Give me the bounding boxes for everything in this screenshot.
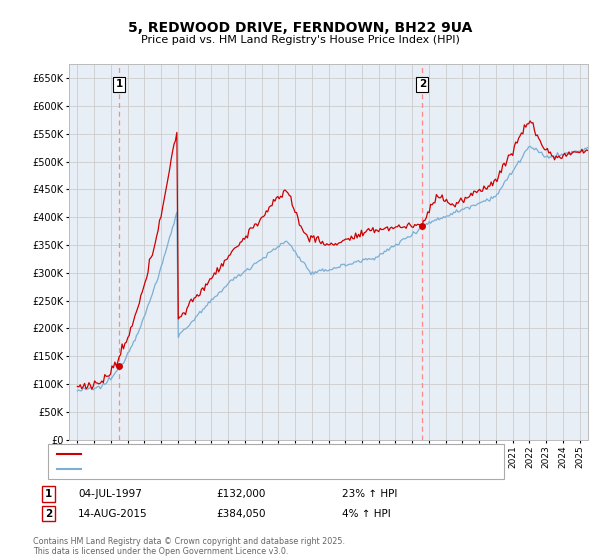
Text: 5, REDWOOD DRIVE, FERNDOWN, BH22 9UA (detached house): 5, REDWOOD DRIVE, FERNDOWN, BH22 9UA (de…	[85, 449, 394, 459]
Text: £384,050: £384,050	[216, 508, 265, 519]
Text: £132,000: £132,000	[216, 489, 265, 499]
Text: 1: 1	[45, 489, 52, 499]
Text: 4% ↑ HPI: 4% ↑ HPI	[342, 508, 391, 519]
Text: Contains HM Land Registry data © Crown copyright and database right 2025.
This d: Contains HM Land Registry data © Crown c…	[33, 536, 345, 556]
Text: 2: 2	[45, 508, 52, 519]
Text: 23% ↑ HPI: 23% ↑ HPI	[342, 489, 397, 499]
Text: 2: 2	[419, 80, 426, 90]
Text: 04-JUL-1997: 04-JUL-1997	[78, 489, 142, 499]
Text: 1: 1	[116, 80, 123, 90]
Text: Price paid vs. HM Land Registry's House Price Index (HPI): Price paid vs. HM Land Registry's House …	[140, 35, 460, 45]
Text: 5, REDWOOD DRIVE, FERNDOWN, BH22 9UA: 5, REDWOOD DRIVE, FERNDOWN, BH22 9UA	[128, 21, 472, 35]
Text: HPI: Average price, detached house, Dorset: HPI: Average price, detached house, Dors…	[85, 464, 299, 474]
Text: 14-AUG-2015: 14-AUG-2015	[78, 508, 148, 519]
